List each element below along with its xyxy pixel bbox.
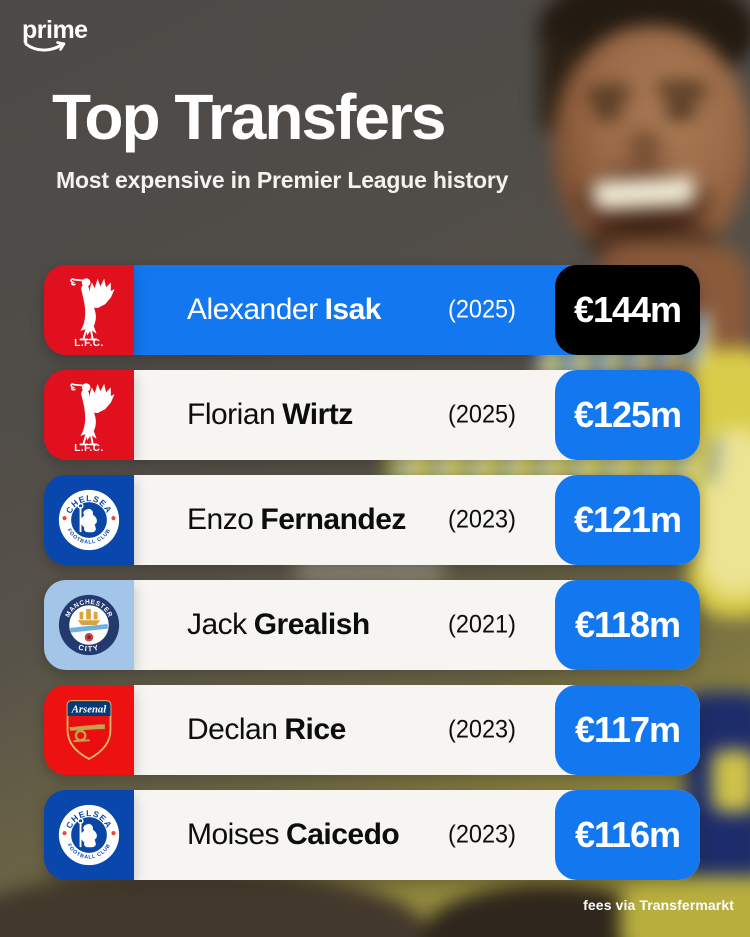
club-badge-chelsea: CHELSEA FOOTBALL CLUB: [44, 790, 134, 880]
fee-badge: €125m: [555, 370, 700, 460]
player-last-name: Wirtz: [282, 398, 353, 431]
table-row: Declan Rice (2023) Arsenal €117m: [44, 685, 700, 775]
transfer-year: (2025): [448, 295, 516, 324]
club-badge-liverpool: L.F.C.: [44, 370, 134, 460]
transfer-year: (2025): [448, 400, 516, 429]
player-last-name: Fernandez: [260, 503, 406, 536]
player-name: Florian Wirtz: [187, 398, 353, 432]
player-first-name: Moises: [187, 818, 280, 851]
fee-badge: €117m: [555, 685, 700, 775]
fee-value: €125m: [573, 394, 682, 435]
player-last-name: Rice: [284, 713, 346, 746]
player-name: Alexander Isak: [187, 293, 381, 327]
player-nose-shadow: [628, 130, 662, 164]
club-badge-manchester-city: MANCHESTER CITY: [44, 580, 134, 670]
prime-logo: prime: [22, 18, 88, 55]
liverpool-crest-icon: L.F.C.: [70, 383, 115, 452]
transfer-year: (2023): [448, 715, 516, 744]
club-badge-arsenal: Arsenal: [44, 685, 134, 775]
player-eye: [664, 104, 696, 117]
fee-badge: €116m: [555, 790, 700, 880]
chelsea-crest-icon: CHELSEA FOOTBALL CLUB: [58, 489, 120, 551]
player-first-name: Florian: [187, 398, 276, 431]
fee-badge: €118m: [555, 580, 700, 670]
arsenal-wordmark: Arsenal: [71, 704, 107, 716]
svg-text:CITY: CITY: [77, 642, 100, 653]
source-credit: fees via Transfermarkt: [583, 897, 734, 913]
player-first-name: Declan: [187, 713, 278, 746]
player-name: Moises Caicedo: [187, 818, 400, 852]
table-row: Jack Grealish (2021) MANCHESTER CITY: [44, 580, 700, 670]
fee-badge: €121m: [555, 475, 700, 565]
player-name: Enzo Fernandez: [187, 503, 406, 537]
page-title: Top Transfers: [52, 81, 446, 153]
table-row: Enzo Fernandez (2023) CHELSEA FOOTBALL CL…: [44, 475, 700, 565]
transfer-year: (2023): [448, 505, 516, 534]
player-first-name: Jack: [187, 608, 247, 641]
liverpool-abbr-label: L.F.C.: [74, 443, 103, 452]
player-name: Jack Grealish: [187, 608, 370, 642]
club-badge-chelsea: CHELSEA FOOTBALL CLUB: [44, 475, 134, 565]
player-name: Declan Rice: [187, 713, 346, 747]
table-row: Moises Caicedo (2023) CHELSEA FOOTBALL CL…: [44, 790, 700, 880]
jersey-bottom: [620, 876, 750, 937]
prime-logo-text: prime: [22, 16, 88, 44]
fee-value: €118m: [574, 604, 681, 645]
player-first-name: Enzo: [187, 503, 254, 536]
player-last-name: Caicedo: [286, 818, 400, 851]
player-first-name: Alexander: [187, 293, 318, 326]
jersey-number-hole: [712, 750, 750, 812]
fee-value: €144m: [573, 289, 682, 330]
page-subtitle: Most expensive in Premier League history: [56, 167, 509, 193]
liverpool-abbr-label: L.F.C.: [74, 338, 103, 347]
player-eye: [594, 106, 622, 117]
fee-value: €116m: [574, 814, 681, 855]
liverpool-crest-icon: L.F.C.: [70, 278, 115, 347]
fee-value: €121m: [573, 499, 682, 540]
player-last-name: Grealish: [253, 608, 371, 641]
chelsea-crest-icon: CHELSEA FOOTBALL CLUB: [58, 804, 120, 866]
fee-value: €117m: [574, 709, 681, 750]
player-smile: [591, 175, 697, 211]
transfer-year: (2021): [448, 610, 516, 639]
fee-badge: €144m: [555, 265, 700, 355]
arsenal-crest-icon: Arsenal: [66, 700, 112, 760]
transfer-year: (2023): [448, 820, 516, 849]
club-badge-liverpool: L.F.C.: [44, 265, 134, 355]
player-eyebrow: [657, 82, 707, 98]
prime-smile-icon: [24, 41, 66, 52]
manchester-city-crest-icon: MANCHESTER CITY: [58, 594, 120, 656]
table-row: Florian Wirtz (2025) L.F.C. €125m: [44, 370, 700, 460]
transfer-list: Alexander Isak (2025) L.F.C. €144m: [44, 265, 700, 895]
player-last-name: Isak: [324, 293, 382, 326]
table-row: Alexander Isak (2025) L.F.C. €144m: [44, 265, 700, 355]
